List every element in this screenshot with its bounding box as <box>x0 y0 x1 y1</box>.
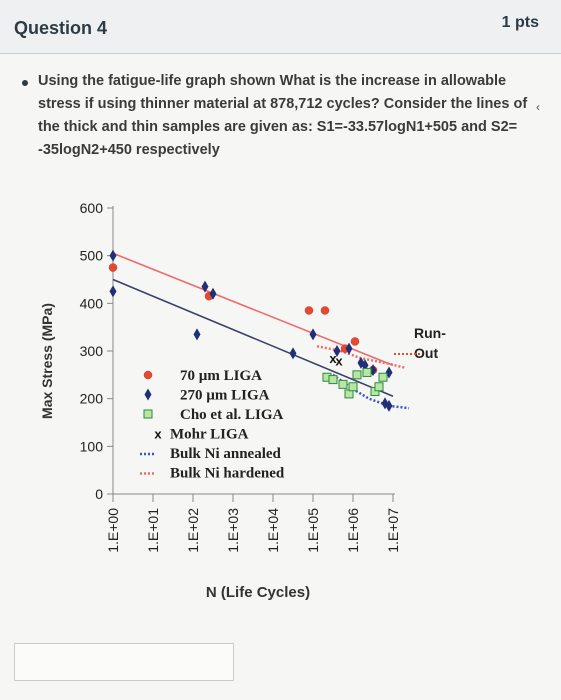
y-tick-label: 400 <box>80 295 104 311</box>
y-tick-label: 100 <box>80 438 104 454</box>
legend-label: 270 µm LIGA <box>180 388 270 404</box>
data-point <box>362 367 372 377</box>
y-tick-label: 500 <box>80 248 104 264</box>
data-point <box>309 328 317 341</box>
data-point <box>357 356 365 369</box>
data-point <box>350 337 360 346</box>
data-point <box>328 375 338 385</box>
legend-marker <box>143 409 153 419</box>
bullet-icon <box>22 80 28 86</box>
legend-label: 70 µm LIGA <box>180 368 262 384</box>
data-point <box>345 342 353 355</box>
answer-input[interactable] <box>14 643 234 681</box>
question-title: Question 4 <box>14 18 108 38</box>
fit-line-s2 <box>112 278 394 398</box>
data-point <box>333 345 341 357</box>
x-tick-label: 1.E+07 <box>385 508 401 553</box>
y-tick-label: 0 <box>95 486 103 502</box>
x-tick-label: 1.E+02 <box>185 508 201 553</box>
legend-label: Bulk Ni annealed <box>170 446 282 462</box>
legend-label: Bulk Ni hardened <box>170 466 285 482</box>
caret-icon: ‹ <box>536 100 540 114</box>
data-point <box>209 287 217 300</box>
y-tick-label: 200 <box>80 391 104 407</box>
legend-marker <box>144 388 152 401</box>
fatigue-life-chart: 0 100 200 300 400 500 600 1.E+00 1.E+01 1.E+02 1.E… <box>39 200 446 601</box>
legend-marker: x <box>154 427 162 442</box>
data-point <box>381 397 389 410</box>
data-point: x <box>335 354 343 369</box>
data-point <box>109 249 117 262</box>
x-axis-title: N (Life Cycles) <box>206 584 310 601</box>
question-header: Question 4 1 pts <box>0 0 561 54</box>
x-tick-label: 1.E+06 <box>345 508 361 553</box>
runout-label: Run- <box>414 325 446 341</box>
x-tick-label: 1.E+01 <box>145 508 161 553</box>
x-tick-label: 1.E+03 <box>225 508 241 553</box>
data-point <box>304 306 314 315</box>
data-point <box>374 382 384 392</box>
legend-marker <box>143 370 153 380</box>
data-point <box>193 328 201 341</box>
data-point <box>348 382 358 392</box>
runout-label: Out <box>414 345 438 361</box>
data-point: x <box>329 351 337 366</box>
data-point <box>289 347 297 360</box>
data-point <box>320 306 330 315</box>
x-tick-label: 1.E+04 <box>265 508 281 553</box>
legend-label: Mohr LIGA <box>170 427 249 443</box>
question-points: 1 pts <box>501 14 539 31</box>
data-point <box>352 370 362 380</box>
data-point <box>108 263 118 272</box>
data-point <box>338 379 348 389</box>
x-tick-label: 1.E+05 <box>305 508 321 553</box>
x-tick-label: 1.E+00 <box>105 508 121 553</box>
data-point <box>201 280 209 293</box>
y-axis-title: Max Stress (MPa) <box>39 303 55 419</box>
data-point <box>385 399 393 412</box>
legend-label: Cho et al. LIGA <box>180 407 284 423</box>
y-tick-label: 300 <box>80 343 104 359</box>
data-point <box>385 366 393 379</box>
data-point <box>378 372 388 382</box>
question-prompt: Using the fatigue-life graph shown What … <box>38 73 528 158</box>
y-tick-label: 600 <box>80 200 104 216</box>
data-point <box>109 285 117 298</box>
